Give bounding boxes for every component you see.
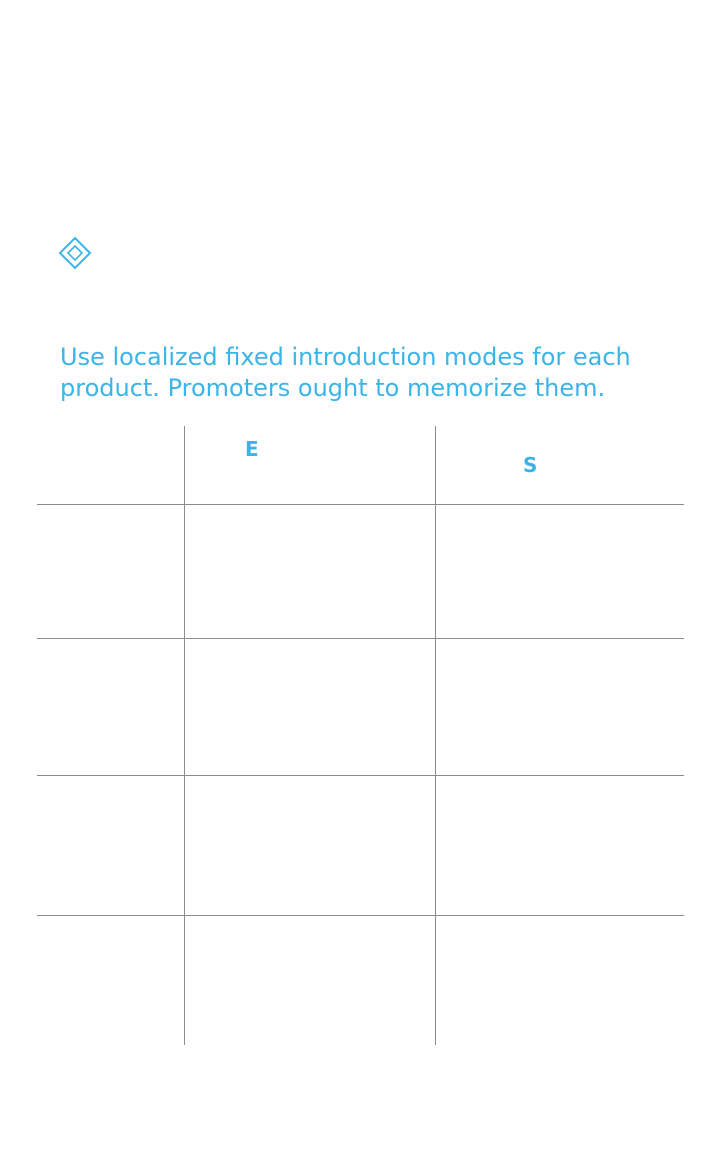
subtitle-row <box>58 236 106 270</box>
table-cell <box>207 505 427 638</box>
table-cell <box>207 776 427 915</box>
lead-text: Use localized fixed introduction modes f… <box>60 343 631 402</box>
header-letter: S <box>523 453 538 477</box>
table-cell <box>464 916 674 1045</box>
table-row-label <box>37 916 184 1045</box>
column-divider <box>184 426 185 1045</box>
table-header-cell: S <box>523 450 684 480</box>
table-header-cell: E <box>245 434 435 464</box>
row-divider <box>37 915 684 916</box>
comparison-table: E S <box>37 426 684 1045</box>
table-cell <box>464 639 674 775</box>
row-divider <box>37 638 684 639</box>
table-row-label <box>37 505 184 638</box>
diamond-icon <box>58 236 92 270</box>
table-header-cell <box>37 426 184 504</box>
row-divider <box>37 775 684 776</box>
table-cell <box>464 505 674 638</box>
row-divider <box>37 504 684 505</box>
header-letter: E <box>245 437 259 461</box>
table-row-label <box>37 776 184 915</box>
column-divider <box>435 426 436 1045</box>
table-cell <box>207 916 427 1045</box>
table-cell <box>464 776 674 915</box>
table-row-label <box>37 639 184 775</box>
table-cell <box>207 639 427 775</box>
